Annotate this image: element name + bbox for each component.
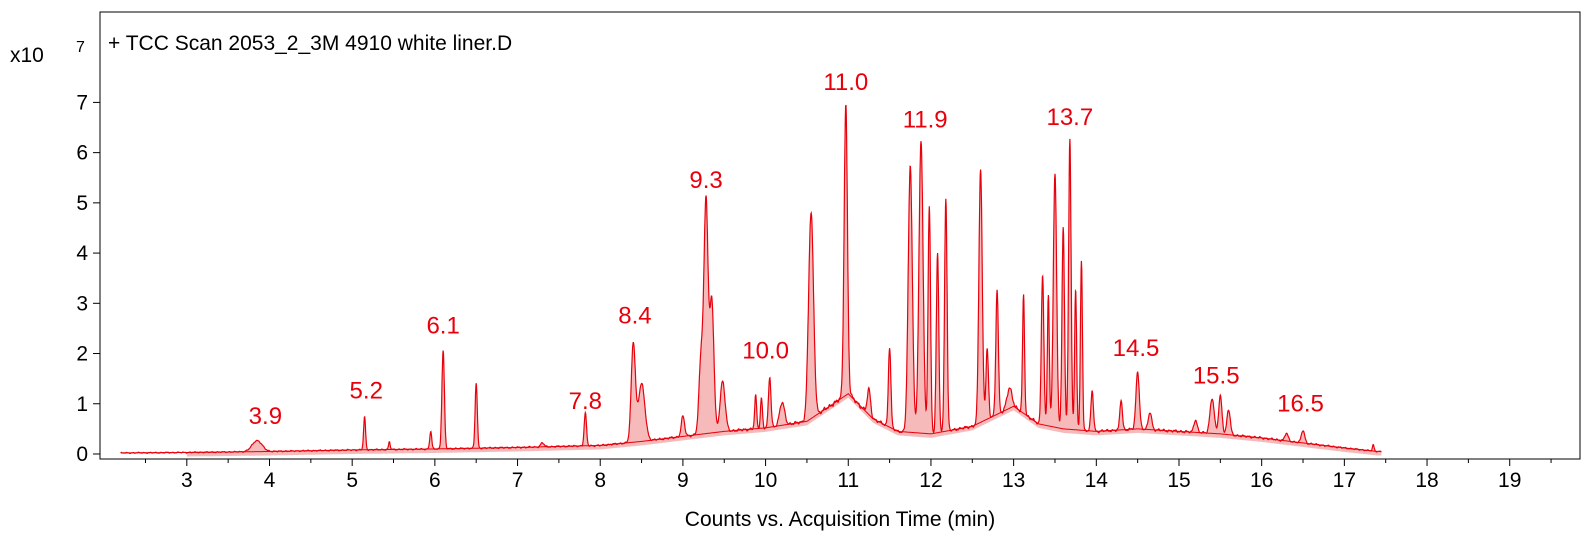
peak-label: 5.2 <box>350 378 383 405</box>
peak-label: 11.0 <box>823 69 868 96</box>
y-tick-label: 5 <box>76 192 88 215</box>
y-axis: 0 1 2 3 4 5 6 7 <box>76 91 100 466</box>
y-tick-label: 7 <box>76 91 88 114</box>
x-tick-label: 15 <box>1167 469 1190 492</box>
y-tick-label: 4 <box>76 242 88 265</box>
x-tick-label: 7 <box>512 469 524 492</box>
integration-baseline <box>120 393 1382 454</box>
peak-label: 10.0 <box>742 338 789 365</box>
peak-labels: 3.9 5.2 6.1 7.8 8.4 9.3 10.0 11.0 11.9 13.7 14.5 15… <box>249 69 1324 430</box>
y-tick-label: 2 <box>76 343 88 366</box>
y-multiplier-label: x10 <box>10 44 44 67</box>
x-tick-label: 16 <box>1250 469 1273 492</box>
x-tick-label: 6 <box>429 469 441 492</box>
chromatogram-series <box>120 104 1382 457</box>
x-tick-label: 10 <box>754 469 777 492</box>
x-tick-label: 14 <box>1085 469 1109 492</box>
x-tick-label: 11 <box>837 469 859 492</box>
peak-label: 15.5 <box>1193 363 1240 390</box>
x-tick-label: 18 <box>1415 469 1438 492</box>
peak-label: 14.5 <box>1113 335 1160 362</box>
x-tick-label: 4 <box>264 469 276 492</box>
peak-label: 13.7 <box>1046 104 1093 131</box>
y-tick-label: 0 <box>76 443 88 466</box>
x-tick-label: 8 <box>594 469 606 492</box>
x-tick-label: 3 <box>181 469 193 492</box>
peak-label: 8.4 <box>618 302 651 329</box>
x-tick-label: 5 <box>346 469 358 492</box>
y-tick-label: 1 <box>76 393 88 416</box>
x-tick-label: 17 <box>1333 469 1356 492</box>
y-multiplier-exponent: 7 <box>76 39 85 56</box>
x-tick-label: 9 <box>677 469 689 492</box>
x-axis: 3 4 5 6 7 8 9 10 11 12 13 14 15 16 17 18 19 <box>144 459 1552 492</box>
x-tick-label: 13 <box>1002 469 1025 492</box>
peak-label: 9.3 <box>689 167 722 194</box>
signal-trace <box>120 104 1382 455</box>
chart-title: + TCC Scan 2053_2_3M 4910 white liner.D <box>108 32 512 55</box>
peak-label: 7.8 <box>569 388 602 415</box>
x-axis-label: Counts vs. Acquisition Time (min) <box>685 508 995 531</box>
x-tick-label: 19 <box>1498 469 1521 492</box>
peak-label: 3.9 <box>249 403 282 430</box>
peak-label: 6.1 <box>426 312 459 339</box>
peak-label: 11.9 <box>903 107 948 134</box>
y-tick-label: 3 <box>76 292 88 315</box>
peak-label: 16.5 <box>1277 390 1324 417</box>
plot-frame <box>99 11 1581 460</box>
y-tick-label: 6 <box>76 142 88 165</box>
x-tick-label: 12 <box>919 469 942 492</box>
